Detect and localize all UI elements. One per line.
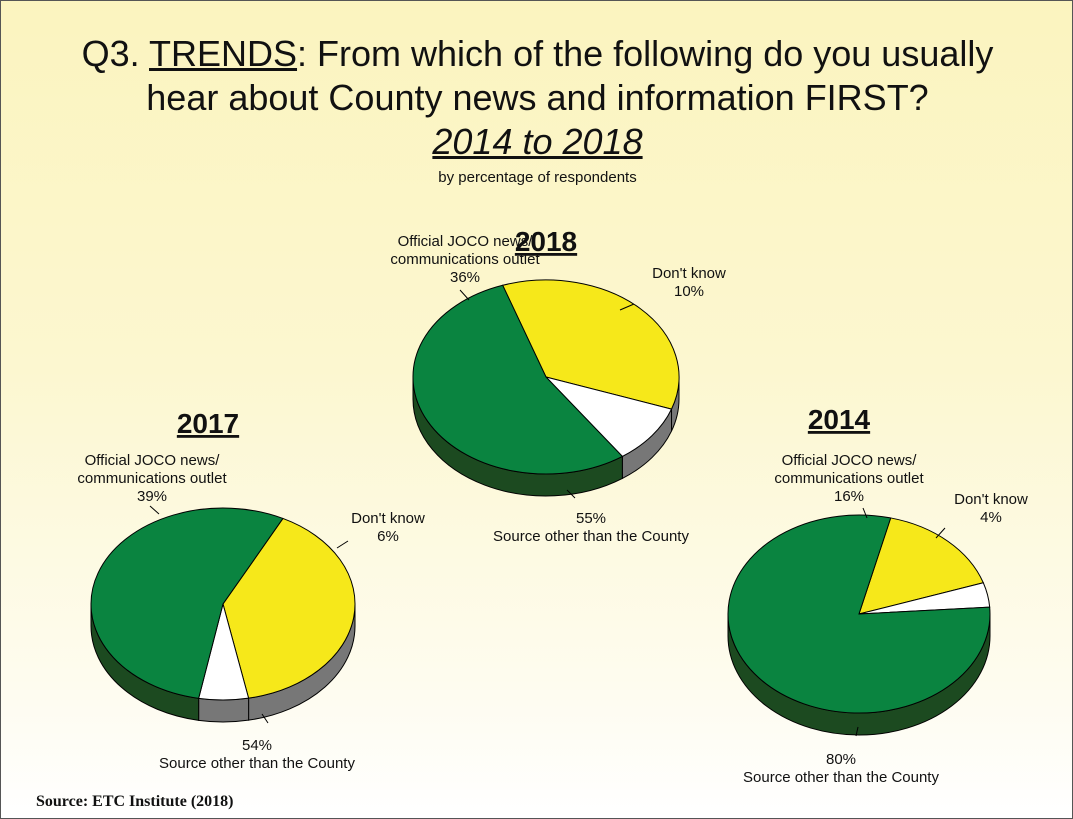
- leader-line-2014-0: [862, 507, 868, 519]
- leader-line-2014-2: [855, 726, 859, 737]
- leader-line-2017-2: [261, 713, 269, 724]
- leader-line-2018-1: [619, 303, 635, 311]
- data-label-2014-1: Don't know 4%: [954, 491, 1028, 526]
- data-label-2017-0: Official JOCO news/communications outlet…: [77, 452, 227, 505]
- pie-slice-2018-1: [544, 376, 673, 458]
- leader-line-2018-2: [566, 489, 576, 499]
- chart-title-line-2: hear about County news and information F…: [146, 77, 929, 118]
- pie-slice-2017-0: [222, 517, 356, 699]
- pie-slice-2017-2: [90, 507, 284, 699]
- pie-chart-2017: 2017 Official JOCO news/communications ou…: [77, 408, 425, 772]
- chart-subtitle-years: 2014 to 2018: [432, 121, 643, 162]
- chart-subtitle-note: by percentage of respondents: [438, 169, 637, 186]
- pie-slice-2018-2: [412, 284, 624, 475]
- leader-line-2018-0: [459, 289, 470, 301]
- data-label-2018-1: Don't know 10%: [652, 265, 726, 300]
- data-label-2014-0: Official JOCO news/communications outlet…: [774, 452, 924, 505]
- data-label-2018-0: Official JOCO news/communications outlet…: [390, 233, 540, 286]
- pie-slice-2014-2: [727, 514, 991, 714]
- pie-title-2018: 2018: [515, 226, 577, 257]
- pie-slice-2014-0: [858, 517, 984, 615]
- pie-chart-2014: 2014 Official JOCO news/communications ou…: [727, 404, 1028, 786]
- chart-title-line-1: Q3. TRENDS: From which of the following …: [1, 34, 1073, 74]
- pie-side-2017-1: [198, 697, 250, 723]
- data-label-2017-2: 54% Source other than the County: [159, 737, 355, 772]
- data-label-2018-2: 55% Source other than the County: [493, 510, 689, 545]
- title-prefix: Q3.: [81, 33, 150, 74]
- data-label-2014-2: 80% Source other than the County: [743, 751, 939, 786]
- source-note: Source: ETC Institute (2018): [36, 793, 234, 810]
- leader-line-2014-1: [935, 527, 946, 539]
- title-rest: : From which of the following do you usu…: [297, 33, 994, 74]
- pie-title-2014: 2014: [808, 404, 871, 435]
- pie-title-2017: 2017: [177, 408, 239, 439]
- leader-line-2017-1: [336, 540, 349, 549]
- data-label-2017-1: Don't know 6%: [351, 510, 425, 545]
- title-keyword: TRENDS: [149, 33, 298, 74]
- leader-line-2017-0: [149, 505, 160, 515]
